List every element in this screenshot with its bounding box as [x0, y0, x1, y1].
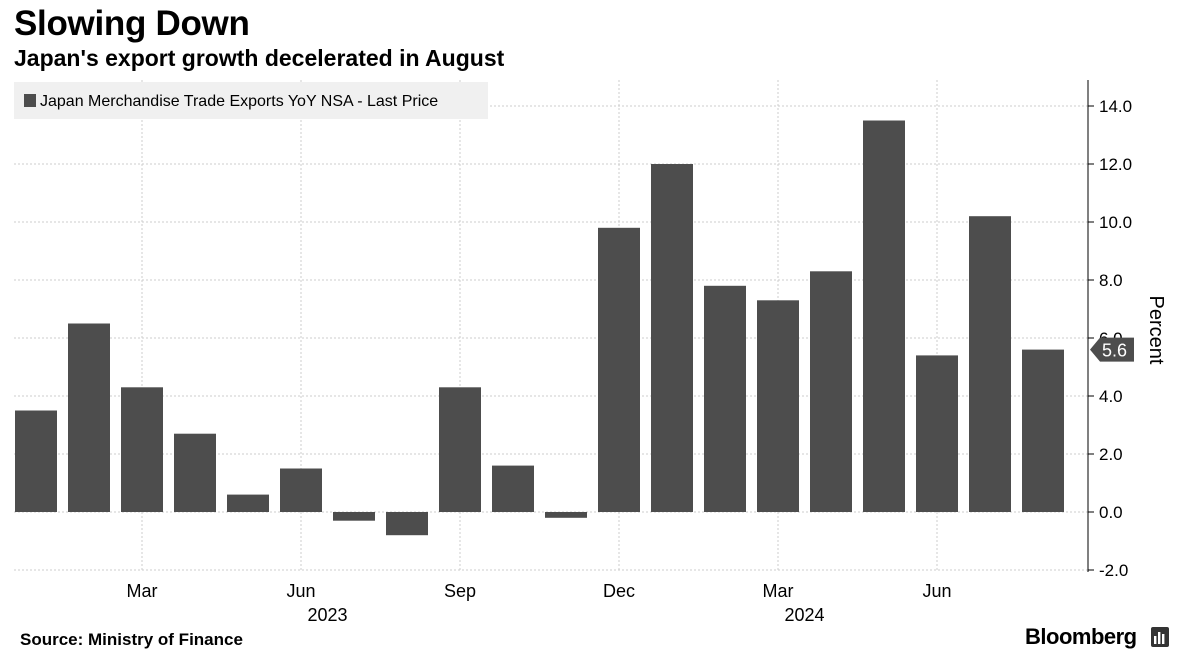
y-tick-label: 8.0: [1099, 271, 1123, 290]
x-tick-label: Jun: [922, 581, 951, 601]
bar: [969, 216, 1011, 512]
bar: [68, 323, 110, 512]
bar: [704, 285, 746, 512]
bar: [15, 410, 57, 512]
bar: [386, 512, 428, 536]
bar: [174, 433, 216, 512]
chart-subtitle: Japan's export growth decelerated in Aug…: [14, 45, 505, 71]
bar: [916, 355, 958, 512]
source-note: Source: Ministry of Finance: [20, 630, 243, 649]
y-tick-label: 4.0: [1099, 387, 1123, 406]
y-tick-label: -2.0: [1099, 561, 1128, 580]
legend-label: Japan Merchandise Trade Exports YoY NSA …: [40, 93, 438, 110]
bloomberg-logo: Bloomberg: [1025, 624, 1137, 649]
x-tick-label: Mar: [127, 581, 158, 601]
bar: [863, 120, 905, 512]
last-value-tag: [1090, 337, 1134, 362]
x-tick-label: Jun: [286, 581, 315, 601]
bar: [1022, 349, 1064, 512]
bar: [757, 300, 799, 512]
x-tick-label: Sep: [444, 581, 476, 601]
bar: [439, 387, 481, 512]
y-tick-label: 2.0: [1099, 445, 1123, 464]
terminal-icon: [1151, 627, 1169, 647]
legend-box: [14, 82, 488, 119]
bar: [492, 465, 534, 512]
bar: [651, 164, 693, 512]
last-value-label: 5.6: [1102, 341, 1127, 361]
x-year-label: 2024: [784, 605, 824, 625]
y-tick-label: 0.0: [1099, 503, 1123, 522]
bar: [545, 512, 587, 518]
y-axis-title: Percent: [1145, 296, 1167, 365]
bar: [333, 512, 375, 521]
chart-title: Slowing Down: [14, 4, 250, 43]
bar: [121, 387, 163, 512]
bar: [598, 227, 640, 513]
x-year-label: 2023: [307, 605, 347, 625]
y-tick-label: 12.0: [1099, 155, 1132, 174]
bar: [810, 271, 852, 512]
bar: [227, 494, 269, 512]
x-tick-label: Mar: [763, 581, 794, 601]
y-tick-label: 10.0: [1099, 213, 1132, 232]
legend-swatch: [24, 94, 36, 107]
y-tick-label: 14.0: [1099, 97, 1132, 116]
x-tick-label: Dec: [603, 581, 635, 601]
bar: [280, 468, 322, 512]
